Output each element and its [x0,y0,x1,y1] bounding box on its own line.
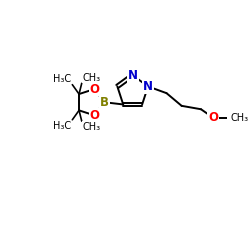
Text: O: O [90,82,100,96]
Text: N: N [143,80,153,93]
Text: CH₃: CH₃ [82,122,100,132]
Text: O: O [208,111,218,124]
Text: CH₃: CH₃ [230,112,248,122]
Text: CH₃: CH₃ [82,73,100,83]
Text: H₃C: H₃C [53,74,71,84]
Text: O: O [90,109,100,122]
Text: B: B [100,96,109,109]
Text: N: N [128,69,138,82]
Text: H₃C: H₃C [53,121,71,131]
